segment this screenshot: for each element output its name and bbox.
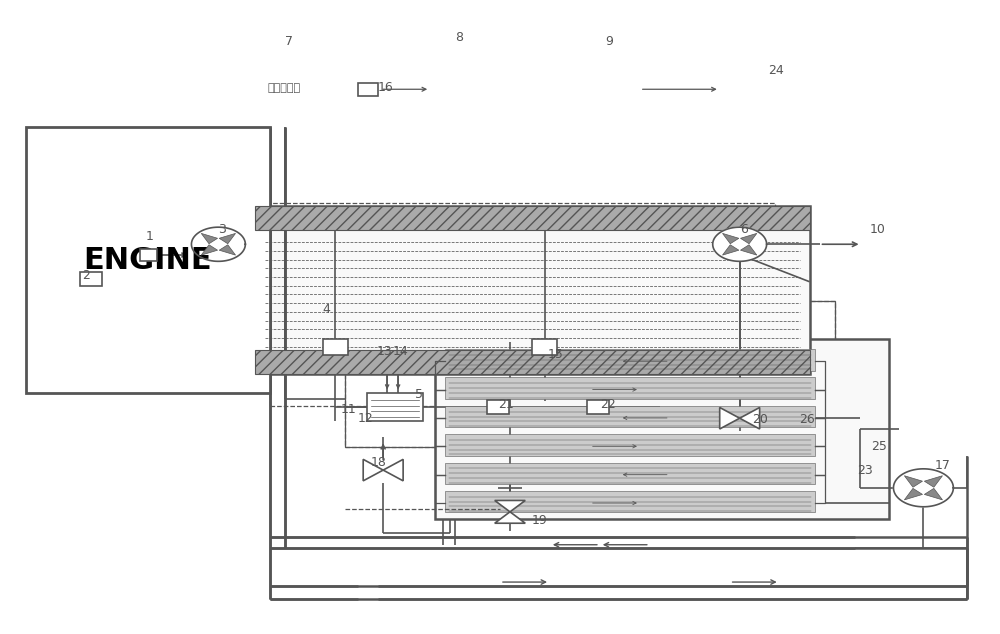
Polygon shape <box>740 408 760 429</box>
Polygon shape <box>924 476 942 487</box>
Bar <box>532 339 557 355</box>
Text: 8: 8 <box>455 31 463 44</box>
Bar <box>445 491 815 512</box>
Text: 26: 26 <box>800 413 815 426</box>
Text: 23: 23 <box>858 463 873 477</box>
Text: 5: 5 <box>415 387 423 401</box>
Text: 1: 1 <box>145 230 153 243</box>
Polygon shape <box>904 488 922 500</box>
Polygon shape <box>723 233 739 243</box>
Bar <box>255 350 810 374</box>
Polygon shape <box>383 460 403 481</box>
Text: 4: 4 <box>322 303 330 316</box>
Text: 9: 9 <box>605 36 613 48</box>
Polygon shape <box>495 500 525 512</box>
Text: 2: 2 <box>83 269 90 282</box>
Bar <box>255 206 810 374</box>
Text: 13: 13 <box>377 346 393 358</box>
Bar <box>323 339 348 355</box>
Bar <box>587 400 609 414</box>
Bar <box>487 400 509 414</box>
Bar <box>445 463 815 484</box>
Polygon shape <box>924 488 942 500</box>
Text: 7: 7 <box>285 36 293 48</box>
Bar <box>445 406 815 427</box>
Polygon shape <box>191 227 245 261</box>
Polygon shape <box>219 245 236 255</box>
Text: 10: 10 <box>869 223 885 236</box>
Bar <box>80 272 102 286</box>
Bar <box>445 377 815 399</box>
Bar <box>270 203 775 406</box>
Text: 21: 21 <box>498 398 514 411</box>
Bar <box>255 206 810 230</box>
Text: 16: 16 <box>378 82 394 94</box>
Bar <box>445 434 815 456</box>
Text: 19: 19 <box>532 514 548 527</box>
Polygon shape <box>363 460 383 481</box>
Text: 22: 22 <box>600 398 616 411</box>
Text: 11: 11 <box>340 403 356 417</box>
Bar <box>435 339 889 519</box>
Polygon shape <box>740 233 757 243</box>
Polygon shape <box>201 233 218 243</box>
Polygon shape <box>740 245 757 255</box>
Polygon shape <box>201 245 218 255</box>
Polygon shape <box>219 233 236 243</box>
Polygon shape <box>893 469 953 507</box>
Polygon shape <box>720 408 740 429</box>
Bar <box>140 249 157 261</box>
Polygon shape <box>713 227 767 261</box>
Polygon shape <box>495 512 525 523</box>
Polygon shape <box>723 245 739 255</box>
Text: 20: 20 <box>752 413 768 426</box>
Bar <box>26 127 270 393</box>
Bar <box>345 301 835 447</box>
Polygon shape <box>904 476 922 487</box>
Bar <box>358 83 378 96</box>
Text: 25: 25 <box>871 440 887 453</box>
Bar <box>367 393 423 421</box>
Text: 17: 17 <box>934 459 950 472</box>
Bar <box>345 301 835 447</box>
Text: ENGINE: ENGINE <box>84 245 212 275</box>
Text: 6: 6 <box>740 223 748 236</box>
Text: 15: 15 <box>548 349 564 361</box>
Text: 3: 3 <box>218 223 226 236</box>
Bar <box>445 349 815 371</box>
Text: 18: 18 <box>370 456 386 469</box>
Text: 24: 24 <box>768 64 783 77</box>
Text: 14: 14 <box>393 346 409 358</box>
Text: 12: 12 <box>357 411 373 425</box>
Text: 冷却液出口: 冷却液出口 <box>267 83 300 93</box>
